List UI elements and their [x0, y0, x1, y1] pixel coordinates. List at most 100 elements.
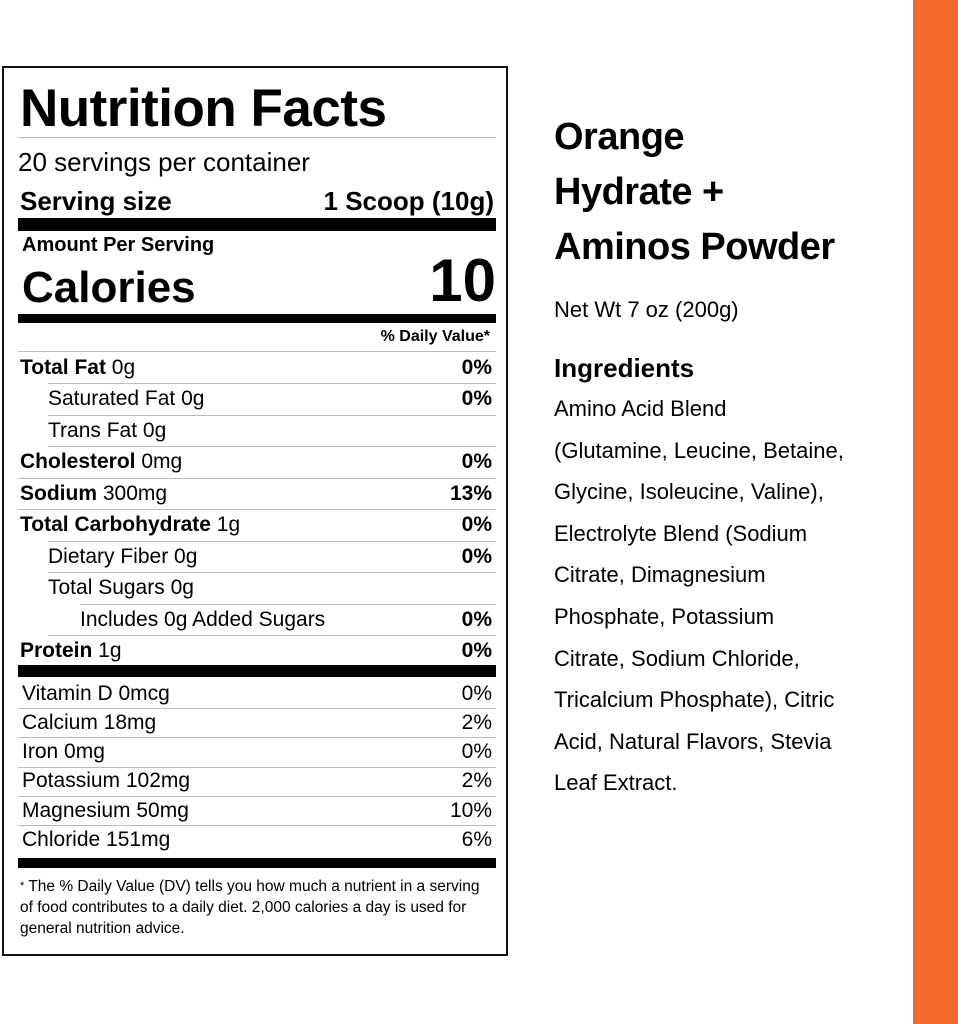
calories-row: Calories 10	[18, 247, 496, 314]
orange-accent-bar	[913, 0, 958, 1024]
ingredients-line: Amino Acid Blend	[554, 396, 727, 421]
vitamin-name: Iron 0mg	[22, 740, 105, 764]
product-title-line: Hydrate +	[554, 171, 724, 213]
label-title: Nutrition Facts	[20, 79, 387, 138]
vitamin-daily-value: 0%	[461, 681, 492, 705]
ingredients-line: Glycine, Isoleucine, Valine),	[554, 479, 824, 505]
nutrition-facts-label: Nutrition Facts 20 servings per containe…	[2, 66, 508, 956]
vitamin-daily-value: 2%	[461, 769, 492, 793]
divider	[48, 540, 496, 542]
nutrient-name: Cholesterol 0mg	[18, 450, 182, 474]
nutrient-amount: 1g	[210, 513, 241, 536]
serving-size-value: 1 Scoop (10g)	[323, 185, 494, 216]
footnote-text: The % Daily Value (DV) tells you how muc…	[20, 878, 480, 937]
nutrient-daily-value: 0%	[461, 544, 492, 568]
divider	[48, 446, 496, 447]
vitamin-name: Chloride 151mg	[22, 828, 171, 851]
nutrient-name: Includes 0g Added Sugars	[18, 608, 325, 632]
divider	[18, 509, 496, 510]
thick-divider	[18, 665, 496, 677]
ingredients-line: Tricalcium Phosphate), Citric	[554, 687, 835, 713]
product-title: Orange Hydrate + Aminos Powder	[554, 110, 894, 275]
nutrient-name: Dietary Fiber 0g	[18, 545, 197, 569]
footnote: * The % Daily Value (DV) tells you how m…	[20, 876, 490, 939]
nutrient-name: Sodium 300mg	[18, 482, 167, 506]
divider	[48, 383, 496, 384]
footnote-star: *	[20, 880, 25, 892]
vitamin-row: Potassium 102mg 2%	[18, 767, 496, 796]
nutrient-row: Dietary Fiber 0g 0%	[18, 541, 496, 572]
nutrient-daily-value: 0%	[461, 387, 492, 410]
divider	[80, 603, 496, 605]
nutrient-row: Total Fat 0g 0%	[18, 352, 496, 383]
nutrient-row: Saturated Fat 0g 0%	[18, 384, 496, 415]
ingredients-line: Leaf Extract.	[554, 770, 678, 796]
nutrient-name: Total Fat 0g	[18, 356, 135, 380]
serving-size-label: Serving size	[20, 185, 172, 216]
vitamin-row: Calcium 18mg 2%	[18, 708, 496, 737]
daily-value-header: % Daily Value*	[380, 328, 490, 345]
nutrient-name: Trans Fat 0g	[18, 419, 166, 443]
nutrient-label: Total Fat	[20, 355, 106, 379]
nutrient-row: Total Carbohydrate 1g 0%	[18, 510, 496, 541]
vitamin-row: Iron 0mg 0%	[18, 738, 496, 767]
nutrient-name: Saturated Fat 0g	[18, 387, 204, 411]
vitamin-daily-value: 2%	[461, 710, 492, 734]
vitamin-name: Magnesium 50mg	[22, 798, 189, 822]
calories-label: Calories	[22, 263, 196, 312]
divider	[18, 766, 496, 768]
nutrient-amount: 0mg	[135, 450, 183, 473]
vitamin-name: Potassium 102mg	[22, 769, 191, 793]
vitamin-row: Vitamin D 0mcg 0%	[18, 679, 496, 708]
divider	[18, 825, 496, 827]
nutrient-daily-value: 0%	[461, 450, 492, 473]
nutrient-label: Total Carbohydrate	[20, 513, 211, 536]
vitamin-name: Calcium 18mg	[22, 710, 157, 734]
ingredients-line: Citrate, Dimagnesium	[554, 562, 766, 588]
ingredients-text: Amino Acid Blend (Glutamine, Leucine, Bet…	[554, 388, 894, 804]
nutrient-row: Protein 1g 0%	[18, 636, 496, 667]
nutrient-label: Total Sugars 0g	[48, 576, 194, 599]
nutrient-row: Trans Fat 0g	[18, 415, 496, 446]
nutrient-name: Total Carbohydrate 1g	[18, 513, 240, 537]
nutrient-row: Sodium 300mg 13%	[18, 478, 496, 509]
vitamin-daily-value: 0%	[461, 740, 492, 764]
nutrient-daily-value: 0%	[461, 607, 492, 631]
divider	[18, 477, 496, 479]
nutrient-amount: 300mg	[97, 481, 168, 505]
product-info: Orange Hydrate + Aminos Powder Net Wt 7 …	[554, 110, 894, 804]
nutrient-label: Sodium	[20, 481, 97, 505]
nutrient-label: Includes 0g Added Sugars	[80, 607, 326, 631]
nutrient-daily-value: 0%	[461, 513, 492, 536]
serving-size-row: Serving size 1 Scoop (10g)	[18, 184, 496, 218]
nutrient-daily-value: 0%	[461, 639, 492, 662]
divider	[18, 351, 496, 352]
product-title-line: Orange	[554, 116, 685, 158]
vitamin-row: Chloride 151mg 6%	[18, 826, 496, 855]
nutrient-amount: 1g	[92, 639, 122, 662]
nutrient-row: Total Sugars 0g	[18, 573, 496, 604]
divider	[48, 414, 496, 416]
nutrient-label: Trans Fat 0g	[48, 418, 167, 442]
ingredients-line: (Glutamine, Leucine, Betaine,	[554, 437, 844, 463]
nutrient-row: Cholesterol 0mg 0%	[18, 447, 496, 478]
divider	[18, 137, 496, 138]
vitamin-name: Vitamin D 0mcg	[22, 681, 170, 705]
nutrient-daily-value: 0%	[461, 355, 492, 379]
divider	[18, 737, 496, 739]
ingredients-line: Electrolyte Blend (Sodium	[554, 520, 808, 546]
net-weight: Net Wt 7 oz (200g)	[554, 297, 739, 322]
amount-per-serving: Amount Per Serving	[22, 234, 215, 256]
calories-value: 10	[429, 246, 496, 314]
nutrient-row: Includes 0g Added Sugars 0%	[18, 604, 496, 635]
nutrient-amount: 0g	[105, 355, 136, 379]
vitamin-row: Magnesium 50mg 10%	[18, 796, 496, 825]
vitamin-daily-value: 10%	[449, 798, 492, 822]
nutrient-daily-value: 13%	[449, 481, 492, 505]
ingredients-line: Acid, Natural Flavors, Stevia	[554, 728, 832, 754]
servings-per-container: 20 servings per container	[18, 146, 310, 177]
nutrient-label: Protein	[20, 639, 93, 662]
nutrient-name: Protein 1g	[18, 639, 122, 663]
ingredients-line: Citrate, Sodium Chloride,	[554, 645, 800, 671]
product-title-line: Aminos Powder	[554, 226, 835, 268]
